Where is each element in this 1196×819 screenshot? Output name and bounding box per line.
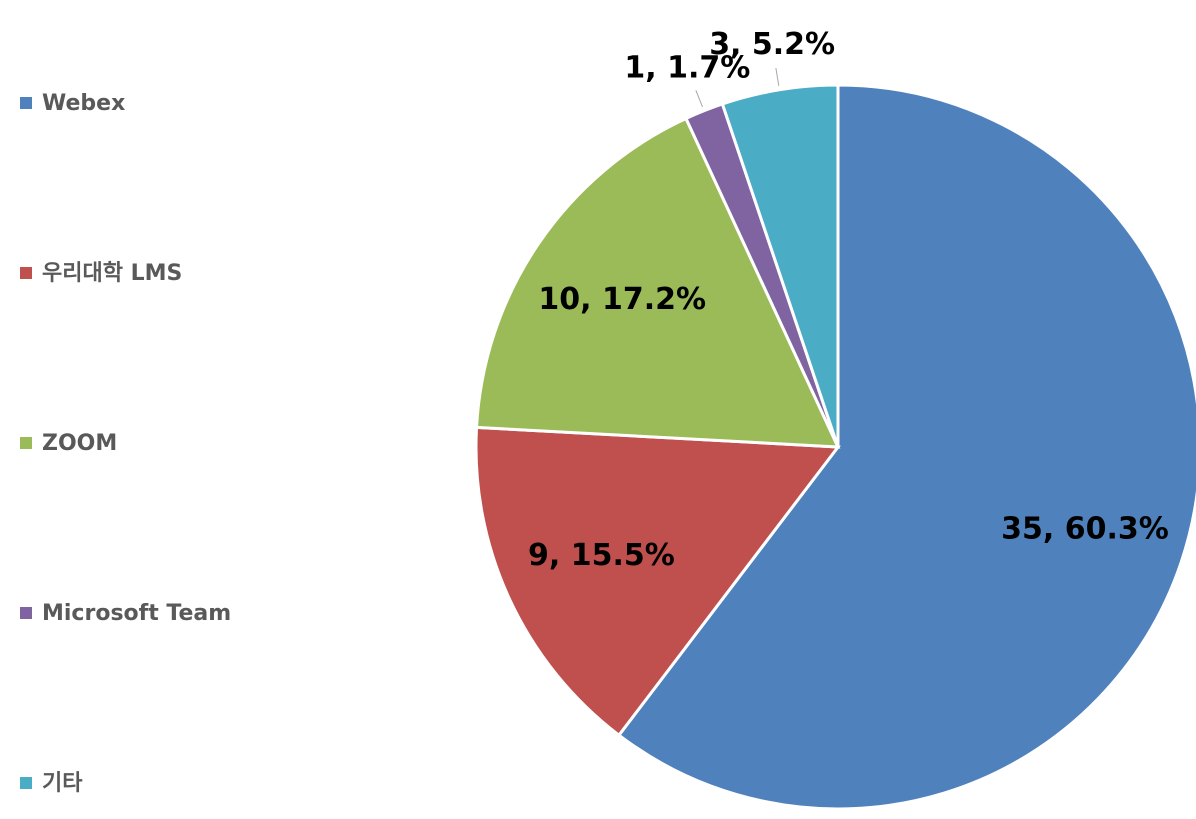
legend-swatch	[20, 777, 32, 789]
data-label: 1, 1.7%	[624, 50, 750, 85]
legend-swatch	[20, 267, 32, 279]
legend-swatch	[20, 97, 32, 109]
pie-slice	[616, 83, 1196, 811]
leader-line	[695, 90, 703, 108]
pie-slice	[720, 83, 840, 448]
legend-label: ZOOM	[42, 431, 117, 456]
pie-slice	[474, 425, 841, 738]
legend-label: Microsoft Team	[42, 601, 231, 626]
data-label: 10, 17.2%	[538, 282, 706, 317]
legend-swatch	[20, 607, 32, 619]
legend-label: Webex	[42, 91, 125, 116]
leader-line	[775, 67, 780, 86]
legend-label: 우리대학 LMS	[42, 261, 182, 286]
data-label: 9, 15.5%	[528, 538, 675, 573]
pie-slice	[474, 116, 841, 449]
legend-swatch	[20, 437, 32, 449]
data-label: 3, 5.2%	[709, 27, 835, 62]
data-label: 35, 60.3%	[1001, 512, 1169, 547]
legend-label: 기타	[42, 771, 83, 796]
